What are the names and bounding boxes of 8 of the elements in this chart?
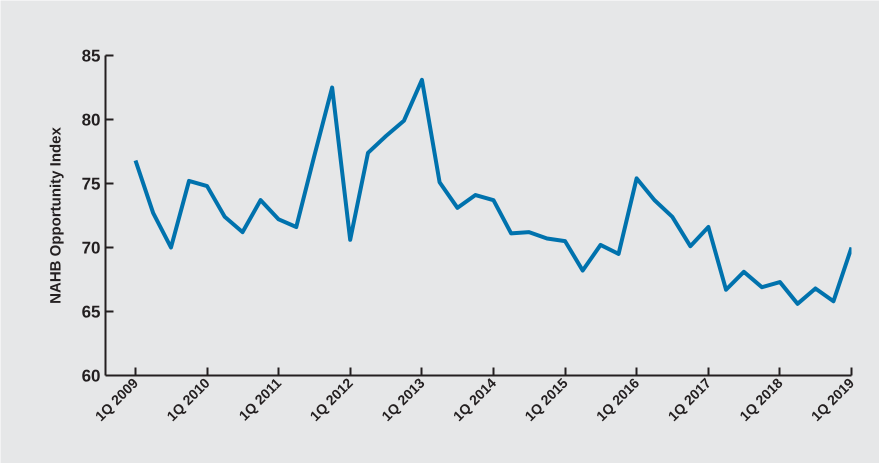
y-tick-label: 85 bbox=[82, 46, 101, 66]
y-tick-label: 60 bbox=[82, 366, 101, 386]
y-tick-label: 65 bbox=[82, 302, 101, 322]
y-tick-label: 80 bbox=[82, 110, 101, 130]
y-tick-label: 75 bbox=[82, 174, 101, 194]
y-axis-title: NAHB Opportunity Index bbox=[48, 126, 65, 304]
line-series bbox=[133, 78, 852, 306]
y-tick-label: 70 bbox=[82, 238, 101, 258]
